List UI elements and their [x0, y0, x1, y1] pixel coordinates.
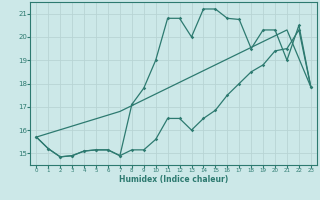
- X-axis label: Humidex (Indice chaleur): Humidex (Indice chaleur): [119, 175, 228, 184]
